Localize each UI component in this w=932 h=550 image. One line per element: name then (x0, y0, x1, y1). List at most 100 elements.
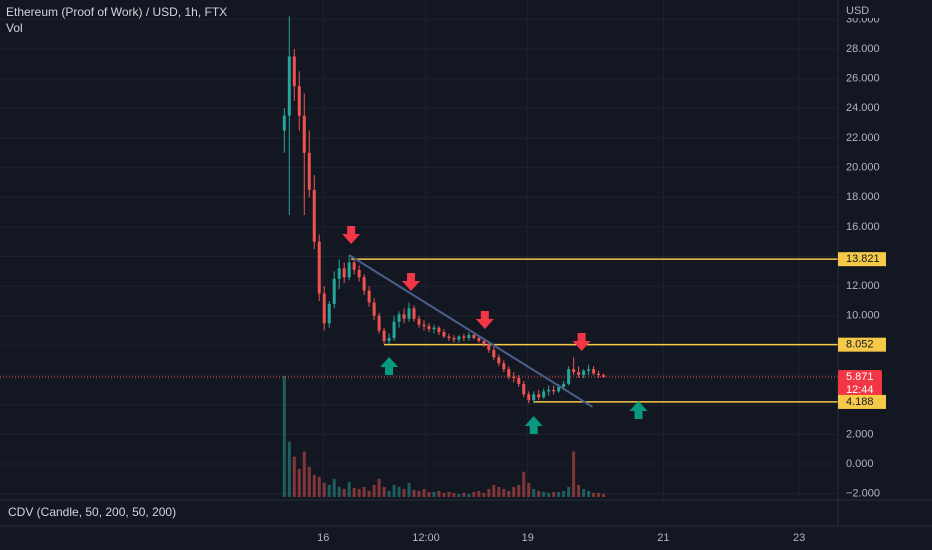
candle-body (387, 338, 391, 341)
volume-bar (522, 471, 526, 497)
candle-body (482, 340, 486, 344)
y-tick-label: −2.000 (846, 488, 880, 500)
candle-body (307, 152, 311, 190)
volume-bar (597, 492, 601, 497)
candle-body (502, 363, 506, 370)
candle-body (462, 336, 466, 339)
volume-bar (537, 490, 541, 497)
candle-body (337, 268, 341, 279)
candle-body (372, 302, 376, 316)
candle-body (557, 386, 561, 392)
volume-bar (547, 492, 551, 497)
volume-bar (442, 492, 446, 497)
candle-body (487, 343, 491, 350)
candle-body (347, 262, 351, 278)
volume-bar (352, 487, 356, 497)
candle-body (432, 327, 436, 330)
candle-body (392, 321, 396, 339)
volume-bar (532, 488, 536, 497)
candle-body (497, 357, 501, 364)
candle-body (532, 394, 536, 401)
volume-bar (432, 491, 436, 497)
level-label: 4.188 (846, 396, 874, 408)
volume-bar (427, 491, 431, 497)
volume-bar (462, 492, 466, 497)
candle-body (452, 338, 456, 340)
y-tick-label: 16.000 (846, 221, 880, 233)
up-arrow (380, 357, 399, 376)
volume-bar (562, 490, 566, 497)
volume-bar (437, 490, 441, 497)
y-tick-label: 0.000 (846, 458, 874, 470)
candle-body (417, 318, 421, 325)
candle-body (472, 335, 476, 339)
volume-bar (292, 456, 296, 497)
indicator-label: CDV (Candle, 50, 200, 50, 200) (8, 505, 176, 519)
x-tick-label: 12:00 (412, 532, 440, 544)
y-tick-label: 18.000 (846, 191, 880, 203)
volume-bar (407, 482, 411, 497)
volume-bar (332, 478, 336, 497)
volume-bar (287, 441, 291, 497)
volume-bar (482, 492, 486, 497)
y-tick-label: 20.000 (846, 162, 880, 174)
volume-bar (452, 492, 456, 497)
candle-body (542, 391, 546, 398)
candle-body (407, 308, 411, 319)
candle-body (357, 269, 361, 278)
y-tick-label: 28.000 (846, 43, 880, 55)
volume-bar (517, 484, 521, 497)
volume-bar (322, 482, 326, 497)
candle-body (422, 324, 426, 327)
candle-body (317, 241, 321, 294)
candle-body (322, 293, 326, 324)
candle-body (352, 262, 356, 270)
candle-body (517, 378, 521, 384)
volume-bar (297, 468, 301, 497)
volume-bar (382, 486, 386, 497)
countdown-label: 12:44 (846, 384, 874, 396)
candle-body (367, 290, 371, 303)
volume-bar (377, 478, 381, 497)
volume-bar (357, 488, 361, 497)
volume-bar (372, 484, 376, 497)
axis-layer: −2.0000.0002.0004.0006.0008.00010.00012.… (317, 13, 886, 544)
candle-body (537, 394, 541, 398)
up-arrow (629, 401, 648, 420)
candle-body (362, 277, 366, 291)
volume-bar (512, 486, 516, 497)
volume-bar (422, 488, 426, 497)
x-tick-label: 23 (793, 532, 805, 544)
candle-body (512, 376, 516, 379)
candle-body (397, 314, 401, 322)
volume-bar (472, 491, 476, 497)
x-tick-label: 19 (522, 532, 534, 544)
volume-bar (327, 484, 331, 497)
volume-bar (342, 488, 346, 497)
volume-bar (567, 486, 571, 497)
trend-line (348, 254, 594, 408)
volume-bar (557, 491, 561, 497)
candle-body (327, 303, 331, 324)
last-price-label: 5.871 (846, 371, 874, 383)
volume-bar (592, 492, 596, 497)
currency-label: USD (846, 5, 869, 17)
candle-body (477, 338, 481, 341)
volume-bar (587, 490, 591, 497)
volume-bar (542, 491, 546, 497)
candle-body (552, 389, 556, 392)
volume-bar (582, 488, 586, 497)
chart-title: Ethereum (Proof of Work) / USD, 1h, FTX (6, 5, 227, 19)
currency-bg (839, 2, 932, 18)
candle-body (602, 375, 606, 377)
volume-bar (447, 491, 451, 497)
volume-label: Vol (6, 21, 23, 35)
candle-body (442, 332, 446, 337)
candle-body (312, 189, 316, 242)
y-tick-label: 26.000 (846, 73, 880, 85)
volume-bar (312, 474, 316, 497)
down-arrow (342, 226, 361, 245)
candle-body (297, 86, 301, 116)
